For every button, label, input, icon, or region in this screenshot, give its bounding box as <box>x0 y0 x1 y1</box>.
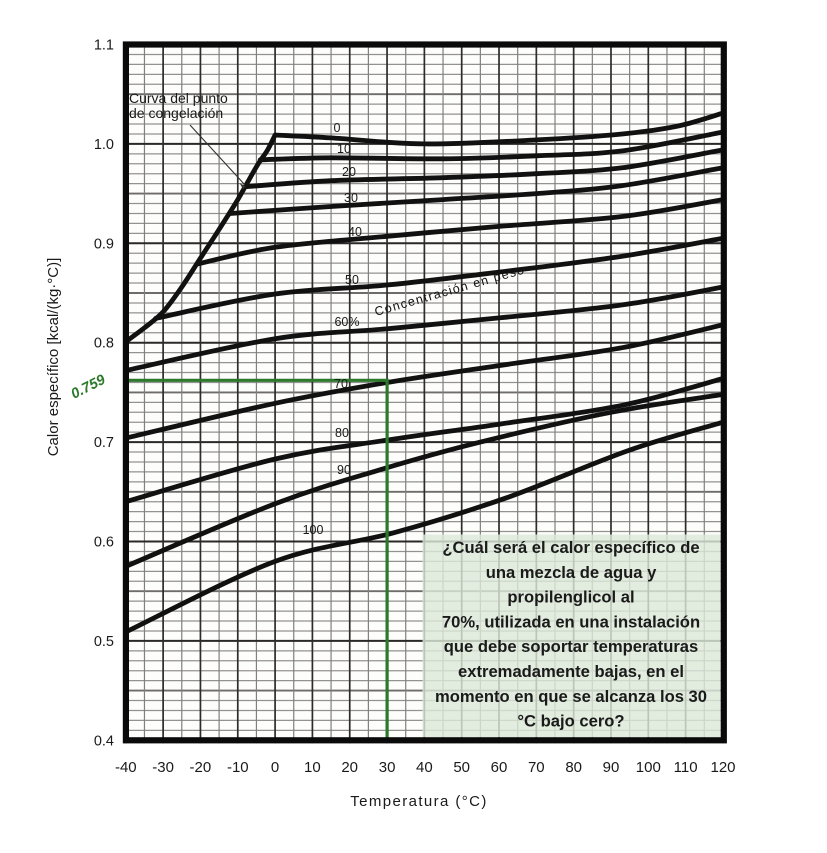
svg-text:40: 40 <box>416 759 433 776</box>
svg-text:70: 70 <box>334 377 348 391</box>
svg-text:¿Cuál será el calor específico: ¿Cuál será el calor específico de <box>442 538 699 557</box>
svg-text:20: 20 <box>342 165 356 179</box>
svg-text:-40: -40 <box>115 759 137 776</box>
svg-text:90: 90 <box>337 463 351 477</box>
svg-text:1.1: 1.1 <box>94 38 114 54</box>
svg-text:50: 50 <box>345 273 359 287</box>
svg-text:0.6: 0.6 <box>94 535 114 551</box>
svg-text:70%, utilizada en una instalac: 70%, utilizada en una instalación <box>442 612 700 631</box>
svg-text:que debe soportar temperaturas: que debe soportar temperaturas <box>444 637 699 656</box>
svg-text:-30: -30 <box>152 759 174 776</box>
svg-text:Curva del punto: Curva del punto <box>129 90 228 106</box>
svg-text:0: 0 <box>334 121 341 135</box>
svg-text:110: 110 <box>674 759 698 776</box>
svg-text:60%: 60% <box>334 315 359 329</box>
svg-text:extremadamente bajas, en el: extremadamente bajas, en el <box>458 662 684 681</box>
svg-text:80: 80 <box>565 759 582 776</box>
svg-text:50: 50 <box>453 759 470 776</box>
svg-text:0.9: 0.9 <box>94 236 114 252</box>
svg-text:propilenglicol al: propilenglicol al <box>507 588 634 607</box>
svg-text:100: 100 <box>303 523 324 537</box>
svg-text:0.8: 0.8 <box>94 336 114 352</box>
svg-text:Calor específico [kcal/(kg·°C): Calor específico [kcal/(kg·°C)] <box>45 258 62 457</box>
svg-text:10: 10 <box>337 142 351 156</box>
svg-text:°C bajo cero?: °C bajo cero? <box>517 712 624 731</box>
svg-text:de congelación: de congelación <box>129 105 223 121</box>
svg-text:1.0: 1.0 <box>94 137 114 153</box>
svg-text:momento en que se alcanza los: momento en que se alcanza los 30 <box>435 687 707 706</box>
svg-text:10: 10 <box>304 759 321 776</box>
svg-text:30: 30 <box>379 759 396 776</box>
svg-text:80: 80 <box>335 426 349 440</box>
svg-text:0.5: 0.5 <box>94 634 114 650</box>
svg-text:20: 20 <box>341 759 358 776</box>
svg-text:40: 40 <box>348 225 362 239</box>
svg-text:120: 120 <box>710 759 735 776</box>
svg-text:0.7: 0.7 <box>94 435 114 451</box>
svg-text:0.4: 0.4 <box>94 733 114 749</box>
svg-text:Temperatura (°C): Temperatura (°C) <box>350 793 488 810</box>
svg-text:una mezcla de agua y: una mezcla de agua y <box>486 563 657 582</box>
svg-text:60: 60 <box>491 759 508 776</box>
svg-text:-10: -10 <box>227 759 249 776</box>
svg-text:100: 100 <box>636 759 661 776</box>
svg-text:90: 90 <box>603 759 620 776</box>
svg-text:-20: -20 <box>190 759 212 776</box>
svg-text:0: 0 <box>271 759 279 776</box>
svg-text:70: 70 <box>528 759 545 776</box>
svg-text:30: 30 <box>344 191 358 205</box>
